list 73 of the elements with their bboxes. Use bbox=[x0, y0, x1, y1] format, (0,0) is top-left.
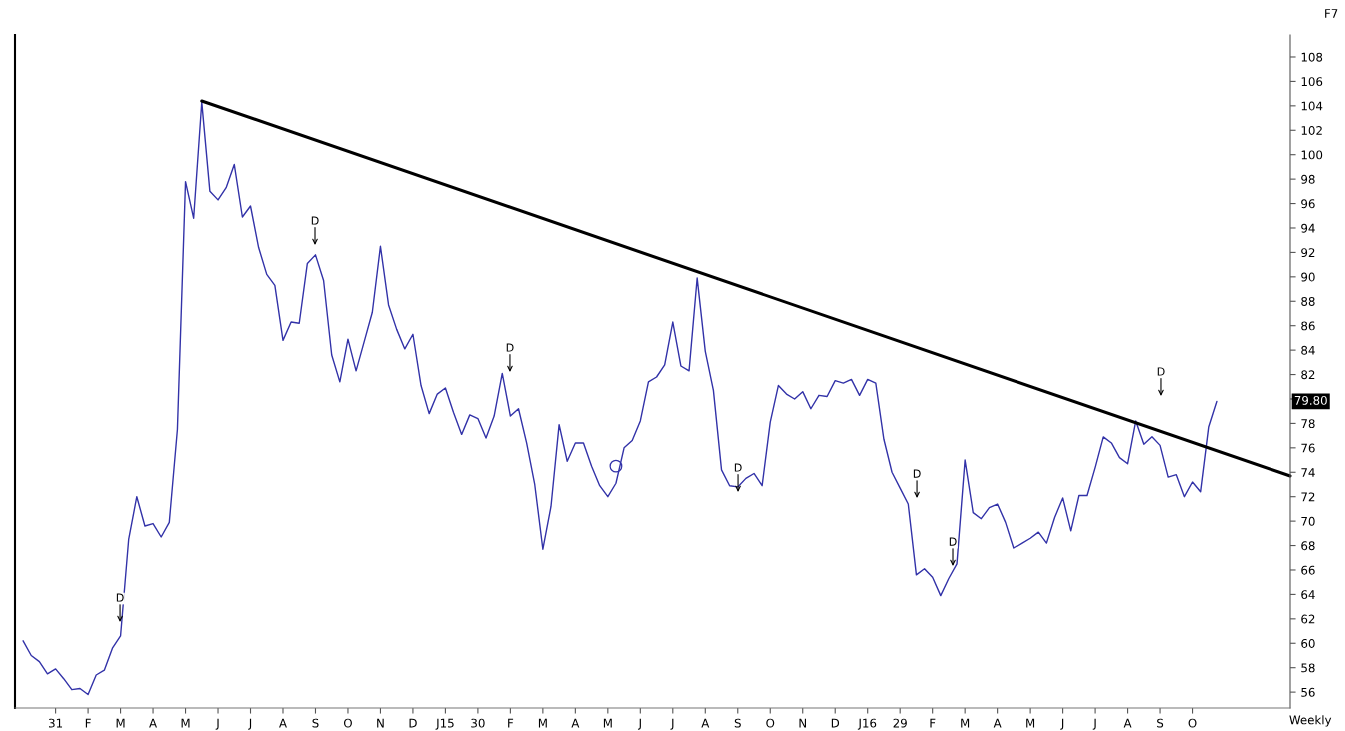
y-tick-label: 72 bbox=[1301, 492, 1315, 502]
y-tick-label: 74 bbox=[1301, 468, 1315, 477]
x-tick-label: N bbox=[377, 718, 384, 728]
y-tick-label: 86 bbox=[1301, 321, 1315, 331]
x-tick-label: S bbox=[312, 718, 319, 728]
text: 79.80 bbox=[1294, 395, 1327, 405]
x-tick-label: A bbox=[701, 718, 710, 728]
x-tick-label: J bbox=[248, 718, 252, 730]
text: Weekly bbox=[1289, 715, 1332, 727]
x-tick-label: S bbox=[1157, 718, 1164, 728]
x-tick-label: M bbox=[116, 718, 125, 728]
x-tick-label: J16 bbox=[857, 718, 877, 730]
y-tick-label: 102 bbox=[1301, 125, 1322, 135]
y-tick-label: 104 bbox=[1301, 101, 1323, 111]
x-tick-label: 30 bbox=[471, 718, 485, 728]
x-tick-label: J bbox=[1092, 718, 1096, 730]
x-tick-label: J bbox=[1060, 718, 1064, 730]
annotation: D bbox=[311, 216, 319, 225]
x-tick-label: J bbox=[215, 718, 219, 730]
y-tick-label: 62 bbox=[1301, 614, 1315, 624]
x-tick-label: O bbox=[766, 718, 775, 728]
x-tick-label: A bbox=[993, 718, 1002, 728]
y-tick-label: 56 bbox=[1301, 687, 1315, 697]
x-tick-label: D bbox=[831, 718, 840, 728]
y-tick-label: 84 bbox=[1301, 345, 1315, 355]
text: F7 bbox=[1325, 9, 1338, 18]
y-tick-label: 90 bbox=[1301, 272, 1315, 282]
x-tick-label: J15 bbox=[435, 718, 454, 730]
x-tick-label: A bbox=[149, 718, 157, 728]
y-tick-label: 66 bbox=[1301, 565, 1315, 575]
y-tick-label: 94 bbox=[1301, 223, 1315, 233]
y-tick-label: 98 bbox=[1301, 174, 1315, 184]
annotation: D bbox=[116, 593, 124, 602]
y-tick-label: 82 bbox=[1301, 370, 1315, 380]
y-tick-label: 58 bbox=[1301, 663, 1315, 673]
y-tick-label: 100 bbox=[1301, 150, 1323, 160]
y-tick-label: 78 bbox=[1301, 419, 1315, 429]
annotation: D bbox=[1157, 367, 1165, 376]
x-tick-label: 29 bbox=[893, 718, 907, 728]
x-tick-label: N bbox=[799, 718, 806, 728]
x-tick-label: J bbox=[670, 718, 674, 730]
x-tick-label: O bbox=[1188, 718, 1197, 728]
y-tick-label: 88 bbox=[1301, 296, 1315, 306]
y-tick-label: 60 bbox=[1301, 638, 1315, 648]
y-tick-label: 76 bbox=[1301, 443, 1315, 453]
y-tick-label: 68 bbox=[1301, 541, 1315, 551]
x-tick-label: A bbox=[279, 718, 287, 728]
x-tick-label: F bbox=[508, 718, 514, 728]
y-tick-label: 96 bbox=[1301, 199, 1315, 209]
x-tick-label: M bbox=[961, 718, 970, 728]
x-tick-label: D bbox=[409, 718, 417, 728]
x-tick-label: M bbox=[538, 718, 547, 728]
y-tick-label: 108 bbox=[1301, 52, 1323, 62]
x-tick-label: S bbox=[734, 718, 741, 728]
x-tick-label: F bbox=[85, 718, 91, 728]
x-tick-label: M bbox=[181, 718, 190, 728]
y-tick-label: 70 bbox=[1301, 516, 1315, 526]
annotation: D bbox=[506, 343, 514, 352]
x-tick-label: A bbox=[1123, 718, 1132, 728]
x-tick-label: 31 bbox=[48, 718, 63, 728]
y-tick-label: 106 bbox=[1301, 77, 1323, 87]
y-tick-label: 92 bbox=[1301, 248, 1315, 258]
x-tick-label: F bbox=[930, 718, 936, 728]
annotation: D bbox=[913, 469, 921, 478]
x-tick-label: A bbox=[571, 718, 580, 728]
x-tick-label: M bbox=[1026, 718, 1035, 728]
x-tick-label: O bbox=[343, 718, 352, 728]
x-tick-label: J bbox=[637, 718, 641, 730]
y-tick-label: 64 bbox=[1301, 590, 1315, 600]
annotation: D bbox=[949, 537, 957, 546]
line-series bbox=[22, 101, 1218, 696]
x-tick-label: M bbox=[603, 718, 612, 728]
annotation: D bbox=[734, 463, 742, 472]
